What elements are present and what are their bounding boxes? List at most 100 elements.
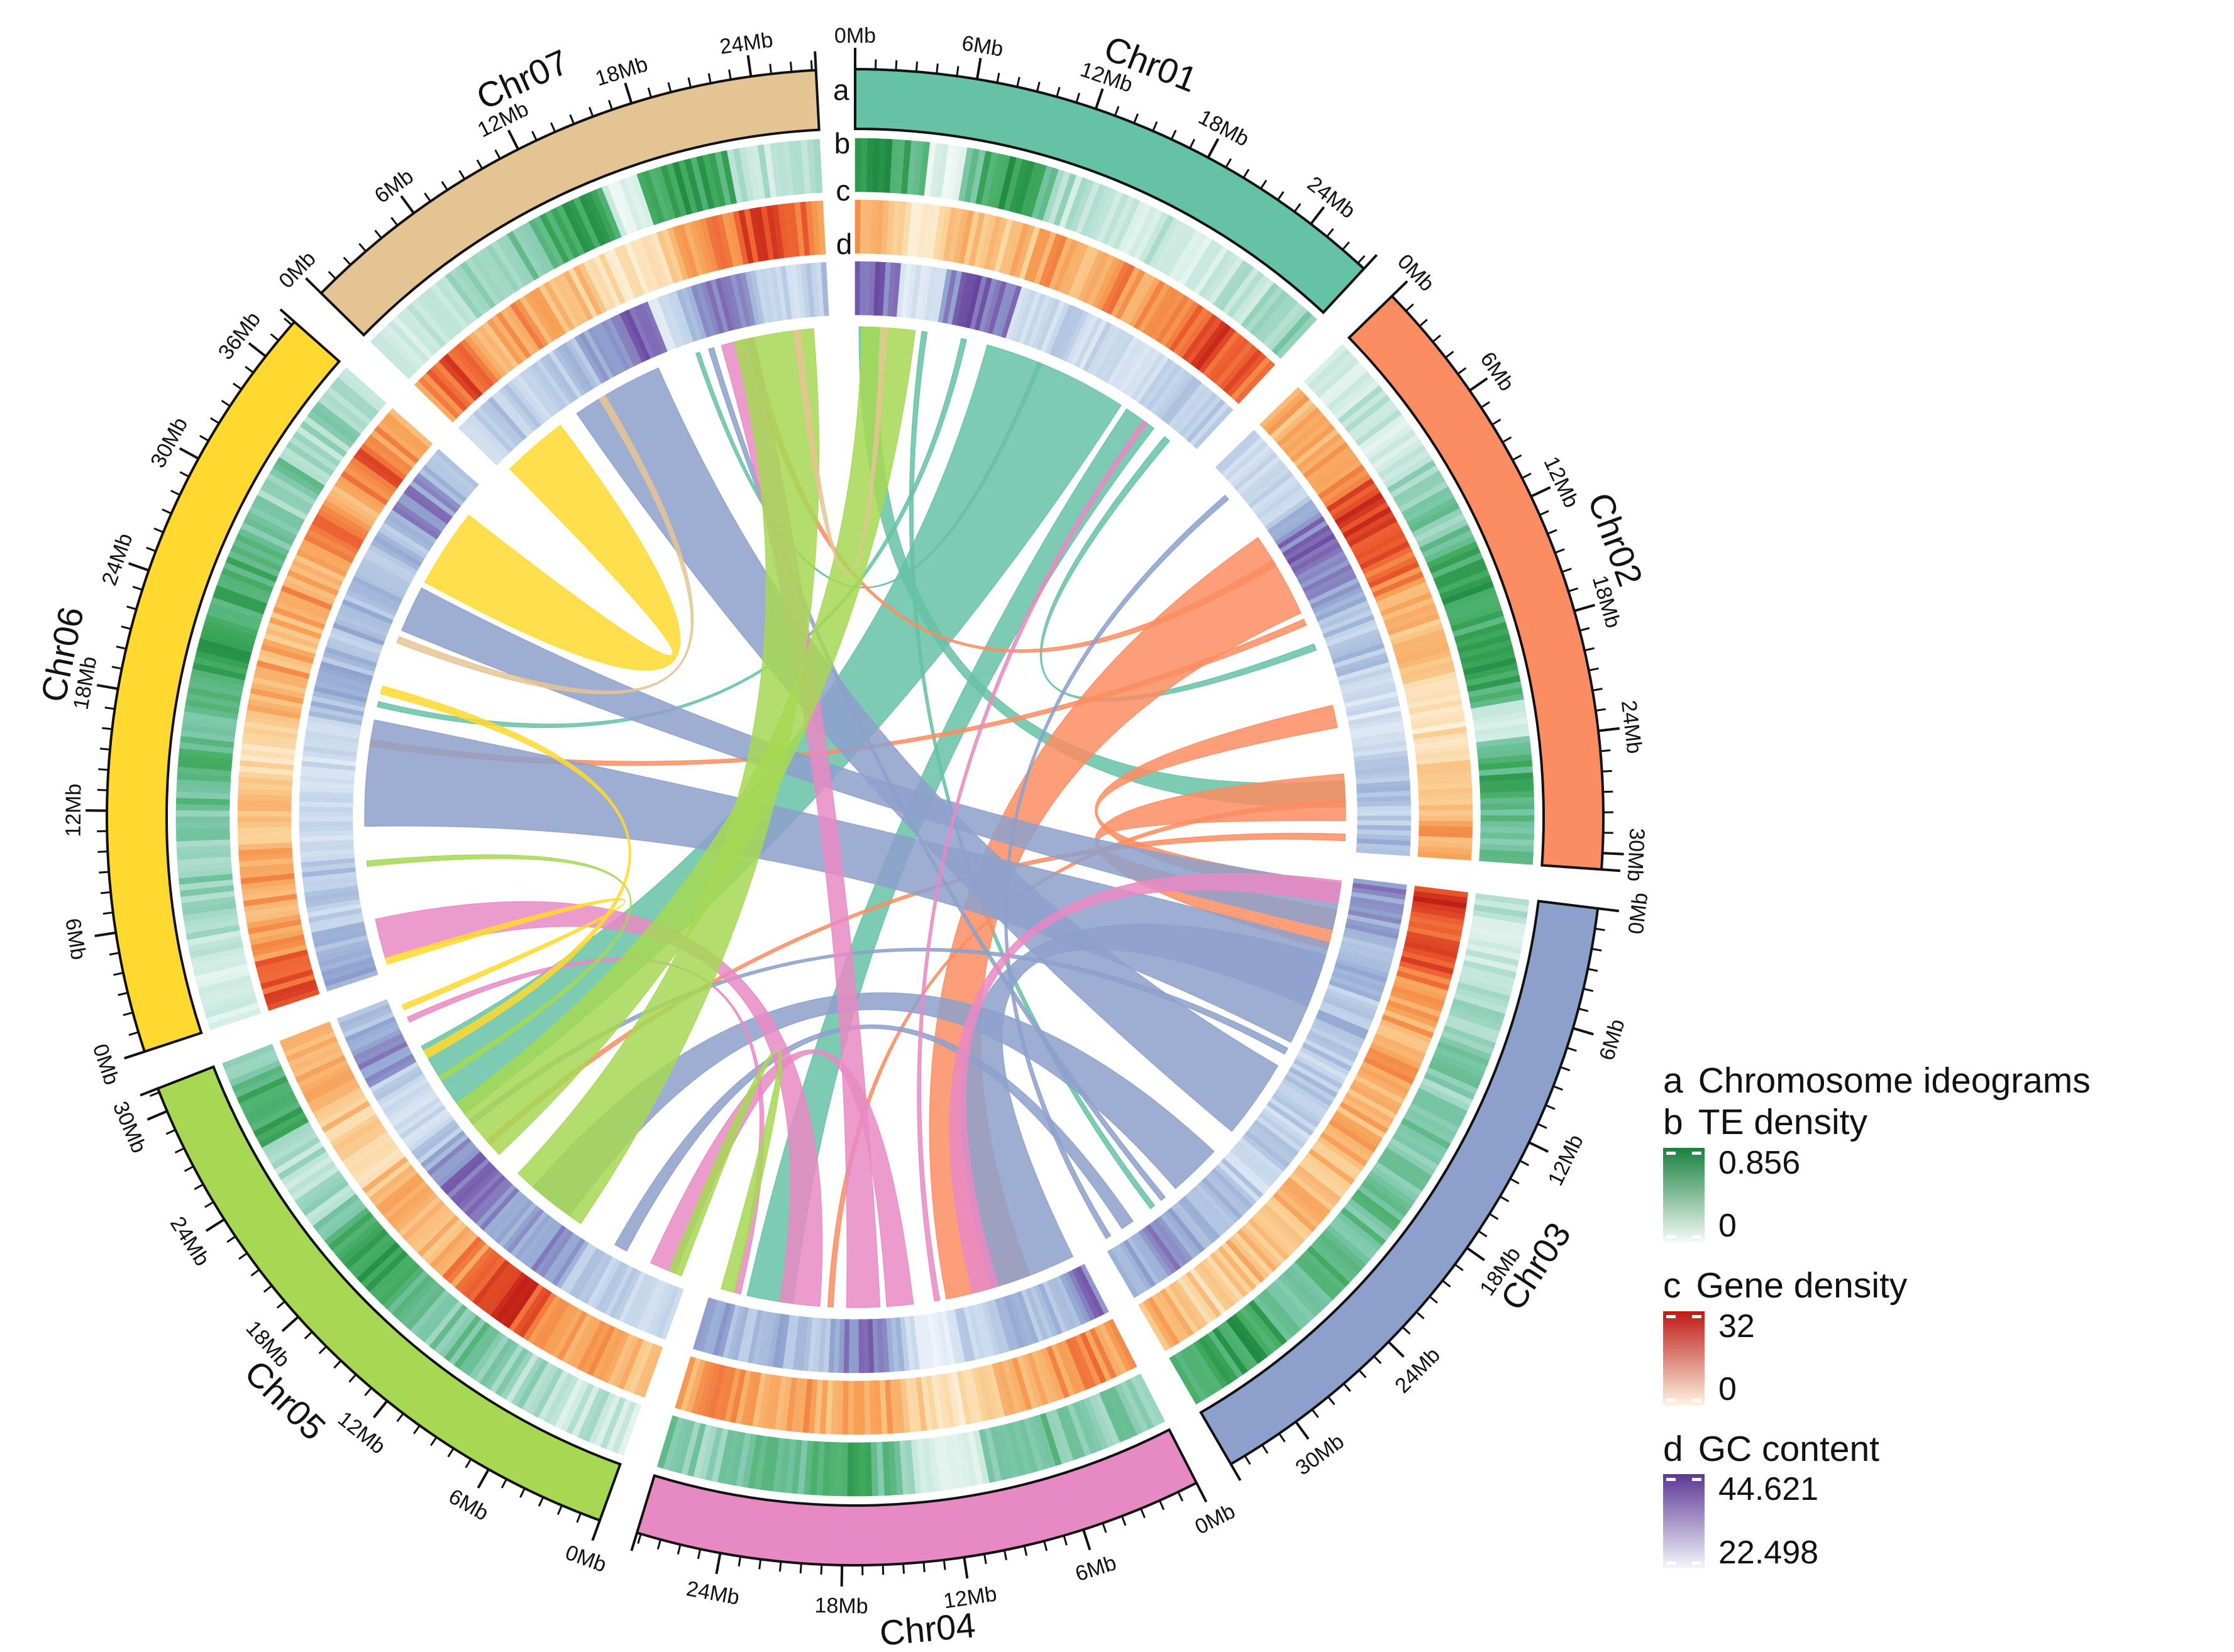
chromosome-Chr02 <box>1215 294 1605 871</box>
link-ribbon-Chr07-Chr06 <box>396 395 694 695</box>
tick <box>1075 92 1081 103</box>
tick <box>374 229 382 239</box>
gene_density-bin <box>1418 815 1473 822</box>
gc_content-bin <box>1357 815 1412 822</box>
ideogram-Chr07 <box>319 69 821 337</box>
tick <box>707 73 712 84</box>
tick <box>121 625 131 631</box>
tick-label: 0Mb <box>1624 891 1653 935</box>
tick <box>789 62 793 72</box>
tick <box>1512 454 1522 461</box>
tick <box>1102 1523 1107 1533</box>
tick <box>162 508 172 515</box>
tick <box>146 546 157 553</box>
tick <box>1402 1326 1411 1335</box>
te_density-ring-Chr06 <box>175 367 387 1030</box>
tick <box>233 382 242 390</box>
gene_density-bin <box>1138 1302 1171 1352</box>
te_density-bin <box>175 810 230 817</box>
tick <box>140 1087 158 1097</box>
tick <box>283 317 293 326</box>
te_density-bin <box>854 138 862 192</box>
tick <box>128 1031 139 1036</box>
tick <box>1454 1264 1464 1272</box>
tick <box>576 1512 582 1523</box>
gc_content-bin <box>858 1319 865 1374</box>
gc_content-ring-Chr07 <box>458 262 829 466</box>
tick-label: 24Mb <box>165 1213 214 1270</box>
tick <box>715 1553 722 1575</box>
tick <box>656 1539 661 1550</box>
tick <box>1326 228 1334 238</box>
tick <box>728 69 732 80</box>
tick-label: 36Mb <box>214 307 265 364</box>
te-density-min: 0 <box>1718 1208 1737 1245</box>
tick <box>170 490 180 496</box>
link-ribbon-Chr06-Chr05 <box>380 685 631 1059</box>
tick-label: 24Mb <box>718 28 775 58</box>
tick <box>697 1548 702 1560</box>
legend-text-te-density: TE density <box>1698 1101 1867 1142</box>
tick <box>328 270 336 280</box>
tick <box>1094 88 1104 109</box>
gc-content-min: 22.498 <box>1718 1534 1819 1571</box>
tick <box>424 192 431 202</box>
tick <box>1510 1177 1520 1185</box>
gene_density-bin <box>237 821 292 828</box>
tick <box>1578 1007 1589 1012</box>
tick <box>799 1563 802 1573</box>
chromosome-label-Chr02: Chr02 <box>1581 488 1651 592</box>
link-ribbon-Chr03-Chr04 <box>960 923 1327 1289</box>
gc_content-bin <box>1357 810 1412 817</box>
legend-item-te-density: b TE density 0.856 0 <box>1663 1101 2223 1245</box>
te_density-bin <box>1480 803 1535 811</box>
link-ribbon-Chr01-Chr07 <box>695 351 1042 588</box>
tick <box>976 58 982 80</box>
tick <box>1140 1508 1146 1519</box>
legend-item-ideograms: a Chromosome ideograms <box>1663 1062 2223 1100</box>
gene_density-bin <box>675 1356 696 1410</box>
tick <box>1278 1433 1286 1443</box>
tick <box>1598 727 1620 732</box>
tick-label: 30Mb <box>1623 827 1649 882</box>
gene_density-bin <box>817 201 826 255</box>
tick <box>98 768 109 771</box>
tick-label: 18Mb <box>592 52 651 91</box>
tick <box>123 1011 133 1016</box>
legend-text-gc-content: GC content <box>1698 1428 1880 1469</box>
tick-label: 30Mb <box>146 414 192 472</box>
tick <box>372 1400 389 1419</box>
legend-item-gc-content: d GC content 44.621 22.498 <box>1663 1428 2223 1571</box>
tick-label: 18Mb <box>814 1594 868 1618</box>
tick <box>1177 1491 1184 1502</box>
tick-label: 6Mb <box>370 164 418 208</box>
tick <box>500 1479 507 1489</box>
tick <box>149 1091 160 1097</box>
tick <box>465 1458 472 1468</box>
tick <box>1189 138 1196 149</box>
tick <box>895 60 898 70</box>
tick <box>556 1505 563 1516</box>
tick <box>1560 1066 1571 1072</box>
tick <box>983 1553 987 1565</box>
tick <box>102 911 113 915</box>
tick-label: 6Mb <box>960 31 1005 61</box>
tick <box>1342 241 1350 251</box>
tick <box>1530 486 1551 498</box>
link-ribbon-Chr01-Chr03 <box>909 331 1156 1209</box>
ring-letter-d: d <box>836 228 853 260</box>
tick <box>1587 967 1598 972</box>
tick <box>943 1560 946 1570</box>
link-ribbon-Chr05-Chr06 <box>366 854 632 1082</box>
tick-label: 30Mb <box>108 1098 151 1157</box>
tick <box>179 447 199 460</box>
tick <box>1501 436 1512 443</box>
te_density-ring-Chr05 <box>222 1044 642 1456</box>
tick <box>358 243 367 252</box>
link-ribbon-Chr03-Chr07 <box>708 347 1166 1201</box>
link-ribbon-Chr03-Chr02 <box>1004 494 1230 1240</box>
tick <box>279 308 296 323</box>
legend-letter-b: b <box>1663 1101 1683 1142</box>
scale-tick-icon <box>1666 1314 1676 1318</box>
